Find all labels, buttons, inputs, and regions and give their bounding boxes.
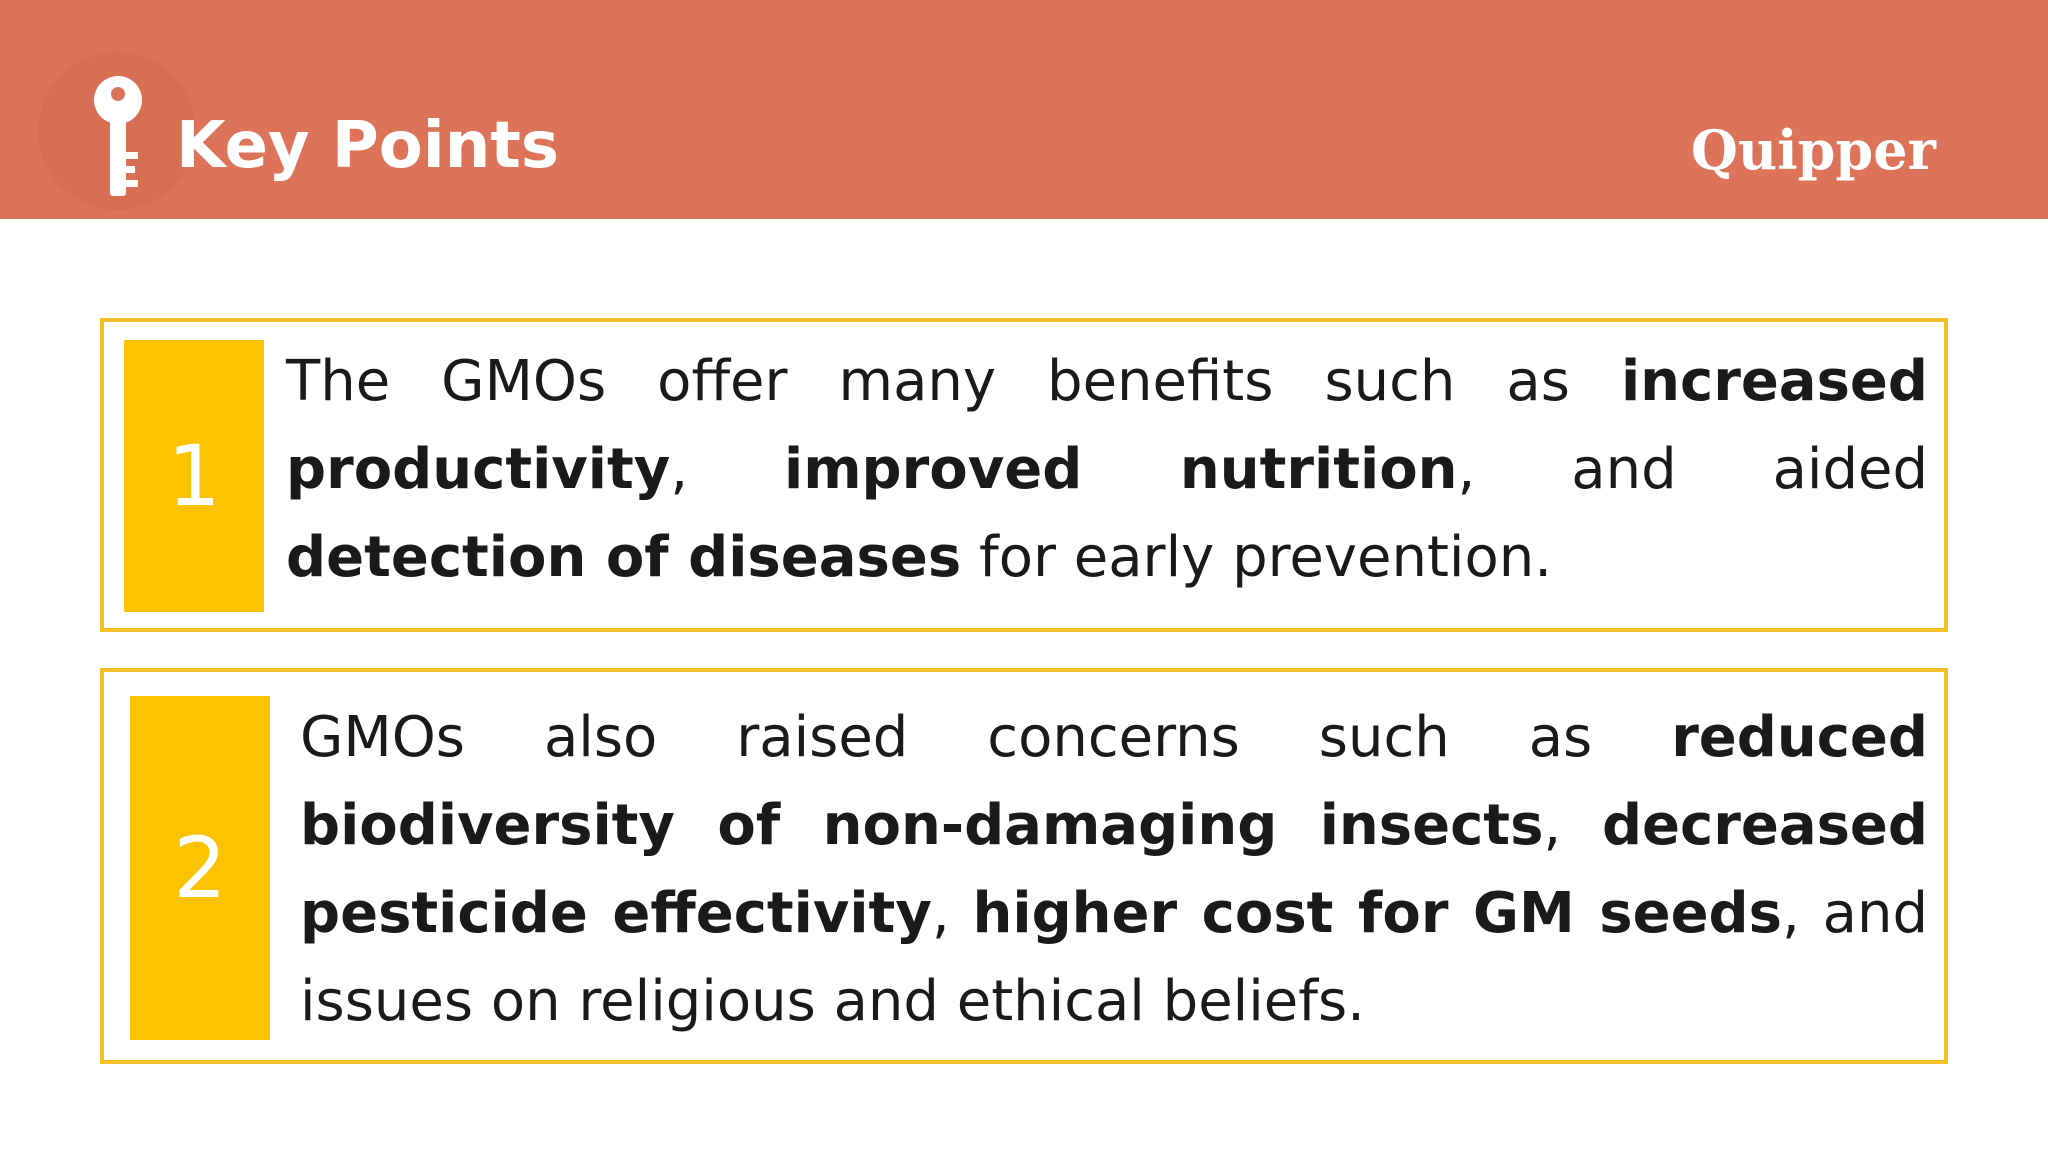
page-title: Key Points — [176, 109, 559, 183]
key-point-emphasis: reduced biodiversity of non-damaging ins… — [300, 705, 1928, 858]
key-point-emphasis: improved nutrition — [784, 437, 1458, 502]
key-point-number: 1 — [124, 340, 264, 612]
key-point-segment: , — [670, 437, 784, 502]
key-icon — [94, 76, 142, 196]
key-point-emphasis: detection of diseases — [286, 525, 962, 590]
key-point-segment: , and issues on religious and ethical be… — [300, 881, 1928, 1034]
key-point-emphasis: increased productivity — [286, 349, 1928, 502]
key-point-segment: GMOs also raised concerns such as — [300, 705, 1672, 770]
header-banner: Key Points Quipper — [0, 0, 2048, 219]
key-point-card-2: 2 GMOs also raised concerns such as redu… — [100, 668, 1948, 1064]
key-point-segment: , — [1543, 793, 1602, 858]
key-point-text: GMOs also raised concerns such as reduce… — [300, 694, 1928, 1046]
key-point-segment: The GMOs offer many benefits such as — [286, 349, 1621, 414]
key-point-segment: , — [931, 881, 973, 946]
key-point-segment: for early prevention. — [961, 525, 1553, 590]
key-point-emphasis: higher cost for GM seeds — [972, 881, 1782, 946]
key-point-number: 2 — [130, 696, 270, 1040]
key-point-text: The GMOs offer many benefits such as inc… — [286, 338, 1928, 602]
brand-logo: Quipper — [1690, 118, 1936, 182]
key-point-segment: , and aided — [1457, 437, 1928, 502]
key-point-emphasis: decreased pesticide effectivity — [300, 793, 1928, 946]
key-point-card-1: 1 The GMOs offer many benefits such as i… — [100, 318, 1948, 632]
